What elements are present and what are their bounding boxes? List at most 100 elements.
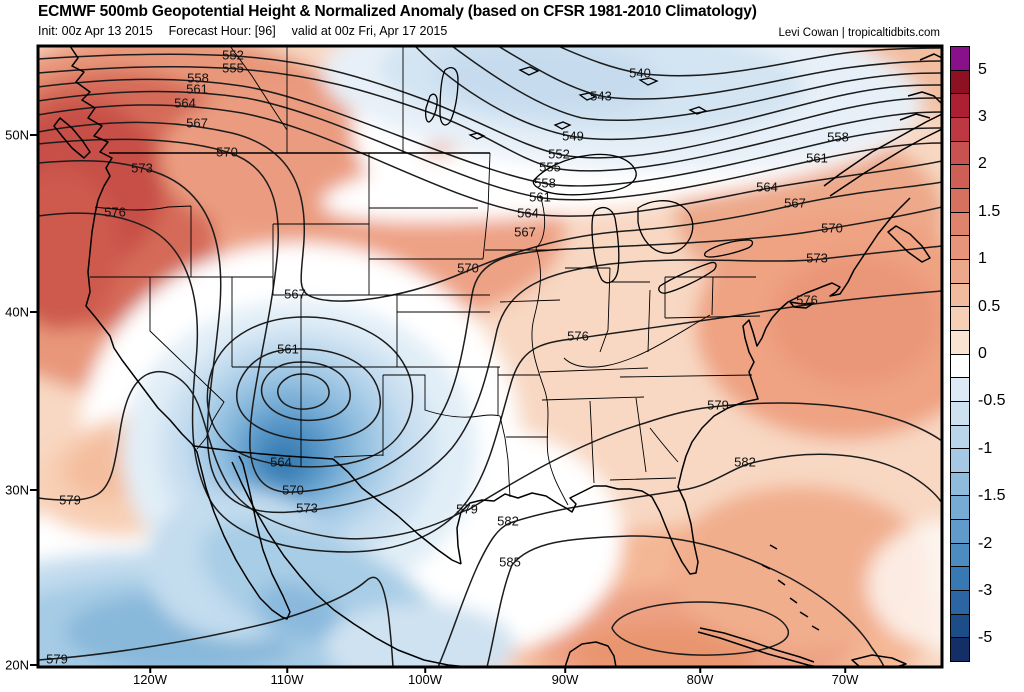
contour-label: 570 <box>821 220 843 236</box>
contour-label: 564 <box>174 95 196 111</box>
longitude-tick-label: 110W <box>270 672 304 687</box>
colorbar-tick-label: -1 <box>978 439 993 457</box>
contour-label: 582 <box>734 454 756 470</box>
contour-label: 558 <box>187 70 209 86</box>
contour-label: 567 <box>784 195 806 211</box>
colorbar-cell <box>951 187 969 212</box>
height-contours <box>38 46 942 667</box>
longitude-tick-label: 70W <box>831 672 859 687</box>
colorbar-tick-label: 0 <box>978 345 987 362</box>
contour-label: 552 <box>222 47 244 63</box>
latitude-tick-label: 40N <box>5 304 29 320</box>
colorbar-cell <box>951 258 969 283</box>
colorbar-tick-label: -0.5 <box>978 392 1006 410</box>
longitude-tick-label: 120W <box>133 672 167 687</box>
colorbar-tick-label: 0.5 <box>978 297 1001 315</box>
forecast-hour: Forecast Hour: [96] <box>168 24 276 38</box>
contour-label: 561 <box>529 189 551 205</box>
contour-label: 570 <box>282 482 304 498</box>
contour-label: 579 <box>59 492 81 508</box>
colorbar-cell <box>951 282 969 307</box>
contour-label: 564 <box>756 179 778 195</box>
contour-label: 573 <box>131 160 153 176</box>
contour-label: 576 <box>796 292 818 308</box>
colorbar-tick-label: -1.5 <box>978 487 1006 505</box>
colorbar-tick-label: 2 <box>978 155 987 173</box>
colorbar-tick-label: 3 <box>978 108 987 126</box>
longitude-tick-label: 80W <box>686 672 714 687</box>
contour-label: 552 <box>548 146 570 162</box>
colorbar-tick-label: 5 <box>978 60 987 78</box>
longitude-tick-mark <box>564 667 566 673</box>
colorbar-tick-label: 1.5 <box>978 202 1001 220</box>
colorbar-cell <box>951 495 969 520</box>
contour-label: 567 <box>284 286 306 302</box>
longitude-tick-label: 90W <box>551 672 579 687</box>
page-title: ECMWF 500mb Geopotential Height & Normal… <box>38 3 757 20</box>
map-frame <box>36 44 944 669</box>
colorbar-cell <box>951 47 969 70</box>
contour-label: 567 <box>514 224 536 240</box>
contour-label: 561 <box>277 341 299 357</box>
contour-label: 576 <box>104 204 126 220</box>
contour-label: 570 <box>457 260 479 276</box>
longitude-tick-mark <box>844 667 846 673</box>
colorbar-cell <box>951 211 969 236</box>
contour-label: 555 <box>539 159 561 175</box>
contour-label: 573 <box>806 250 828 266</box>
great-lakes <box>424 66 754 294</box>
colorbar-tick-label: -3 <box>978 581 993 599</box>
contour-label: 549 <box>562 128 584 144</box>
colorbar-tick-label: -5 <box>978 629 993 647</box>
contour-label: 576 <box>567 328 589 344</box>
contour-label: 570 <box>216 144 238 160</box>
colorbar-cell <box>951 69 969 94</box>
colorbar-cell <box>951 235 969 259</box>
contour-label: 582 <box>497 513 519 529</box>
latitude-tick-label: 50N <box>5 127 29 143</box>
longitude-tick-mark <box>149 667 151 673</box>
contour-label: 561 <box>186 81 208 97</box>
latitude-tick-mark <box>30 489 38 491</box>
longitude-tick-mark <box>699 667 701 673</box>
contour-label: 573 <box>296 500 318 516</box>
longitude-tick-mark <box>286 667 288 673</box>
colorbar-cell <box>951 448 969 472</box>
colorbar-cell <box>951 329 969 354</box>
colorbar-cell <box>951 400 969 425</box>
contour-label: 543 <box>590 88 612 104</box>
colorbar-cell <box>951 140 969 165</box>
contour-label: 558 <box>534 175 556 191</box>
contour-label: 558 <box>827 129 849 145</box>
contour-label: 579 <box>707 397 729 413</box>
colorbar-cell <box>951 519 969 543</box>
longitude-tick-mark <box>424 667 426 673</box>
credit-text: Levi Cowan | tropicaltidbits.com <box>778 27 941 39</box>
run-info: Init: 00z Apr 13 2015 Forecast Hour: [96… <box>38 24 447 38</box>
colorbar-cell <box>951 542 969 567</box>
colorbar-cell <box>951 93 969 117</box>
colorbar-cell <box>951 164 969 188</box>
colorbar-cell <box>951 377 969 401</box>
colorbar-cell <box>951 590 969 614</box>
latitude-tick-label: 20N <box>5 657 29 673</box>
contour-label: 561 <box>806 150 828 166</box>
longitude-tick-label: 100W <box>408 672 442 687</box>
colorbar-cell <box>951 566 969 591</box>
latitude-tick-label: 30N <box>5 482 29 498</box>
contour-label: 579 <box>46 651 68 667</box>
latitude-tick-mark <box>30 664 38 666</box>
contour-label: 585 <box>499 554 521 570</box>
contour-label: 540 <box>629 65 651 81</box>
contour-label: 564 <box>517 205 539 221</box>
latitude-tick-mark <box>30 134 38 136</box>
colorbar-cell <box>951 306 969 330</box>
geography-coastlines <box>53 46 942 667</box>
valid-time: valid at 00z Fri, Apr 17 2015 <box>291 24 448 38</box>
cutoff-low-rings <box>206 316 414 468</box>
contour-label: 555 <box>222 60 244 76</box>
colorbar-cell <box>951 116 969 141</box>
